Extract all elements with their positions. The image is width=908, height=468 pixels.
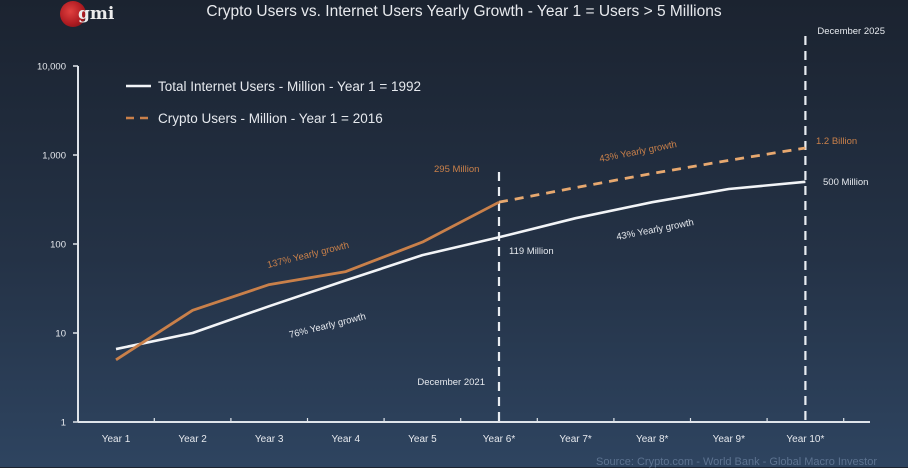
source-note: Source: Crypto.com - World Bank - Global… xyxy=(596,456,878,468)
series-line-crypto-users-actual xyxy=(115,200,500,361)
gmi-logo: gmi xyxy=(60,1,118,29)
x-tick-label: Year 6* xyxy=(483,434,516,445)
chart-title: Crypto Users vs. Internet Users Yearly G… xyxy=(206,3,722,20)
y-tick-label: 1,000 xyxy=(42,151,66,162)
x-tick-label: Year 3 xyxy=(255,434,284,445)
y-tick-label: 10,000 xyxy=(37,62,66,73)
marker-label-december-2025: December 2025 xyxy=(817,26,885,37)
logo-text: gmi xyxy=(78,4,115,24)
annotation-internet-growth-early: 76% Yearly growth xyxy=(288,311,367,341)
annotation-internet-500-million: 500 Million xyxy=(823,177,868,188)
x-tick-label: Year 1 xyxy=(102,434,131,445)
red-sphere-logo-icon xyxy=(60,1,86,27)
y-tick-label: 100 xyxy=(50,240,66,251)
x-tick-label: Year 5 xyxy=(408,434,437,445)
x-tick-label: Year 9* xyxy=(713,434,746,445)
series-line-internet-users xyxy=(115,180,806,351)
marker-label-december-2021: December 2021 xyxy=(417,377,485,388)
x-tick-label: Year 2 xyxy=(178,434,207,445)
y-tick-label: 1 xyxy=(61,418,66,429)
annotation-internet-growth-late: 43% Yearly growth xyxy=(615,217,694,243)
legend-label-crypto: Crypto Users - Million - Year 1 = 2016 xyxy=(158,111,383,126)
legend-label-internet: Total Internet Users - Million - Year 1 … xyxy=(158,79,421,94)
x-tick-label: Year 10* xyxy=(786,434,824,445)
x-tick-label: Year 4 xyxy=(332,434,361,445)
x-tick-label: Year 8* xyxy=(636,434,669,445)
y-tick-label: 10 xyxy=(55,329,66,340)
annotation-crypto-295-million: 295 Million xyxy=(434,164,479,175)
series-line-crypto-users-projected xyxy=(498,146,806,204)
annotation-internet-119-million: 119 Million xyxy=(509,246,554,257)
annotation-crypto-growth-late: 43% Yearly growth xyxy=(598,139,677,165)
x-tick-label: Year 7* xyxy=(559,434,592,445)
annotation-crypto-1-2-billion: 1.2 Billion xyxy=(816,136,857,147)
annotation-crypto-growth-early: 137% Yearly growth xyxy=(266,240,350,271)
